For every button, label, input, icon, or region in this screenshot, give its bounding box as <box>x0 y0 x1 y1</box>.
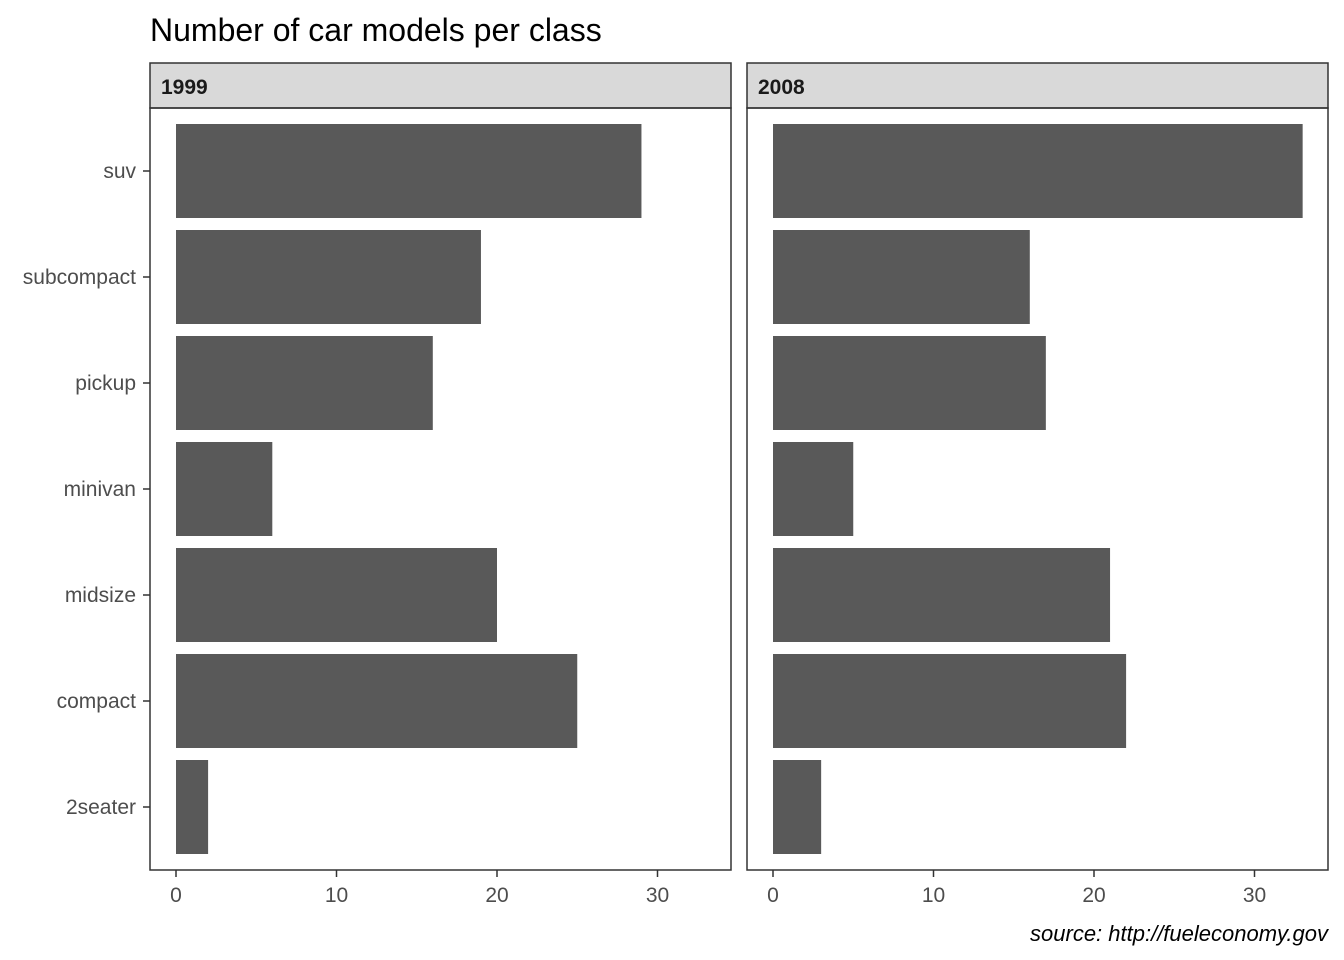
chart-caption: source: http://fueleconomy.gov <box>1030 921 1330 946</box>
facet-strip-label: 1999 <box>161 76 208 99</box>
y-tick-label-pickup: pickup <box>75 372 136 395</box>
y-axis: 2seater compact midsize minivan pickup subcom… <box>23 160 150 819</box>
y-tick-label-minivan: minivan <box>64 478 136 501</box>
bar-2008-suv <box>773 124 1303 218</box>
bar-2008-minivan <box>773 442 854 536</box>
bar-2008-pickup <box>773 336 1046 430</box>
x-tick-label: 30 <box>646 884 669 907</box>
x-tick-label: 30 <box>1243 884 1266 907</box>
bar-2008-compact <box>773 654 1127 748</box>
facet-panel-2008: 2008 0 10 20 30 <box>746 62 1329 907</box>
bar-2008-2seater <box>773 760 822 854</box>
facet-panels: 1999 0 10 20 30 2008 0 10 20 30 <box>149 62 1329 907</box>
bar-1999-2seater <box>176 760 209 854</box>
bar-2008-subcompact <box>773 230 1030 324</box>
y-tick-label-compact: compact <box>57 690 137 713</box>
bar-1999-midsize <box>176 548 497 642</box>
facet-strip-label: 2008 <box>758 76 805 99</box>
x-tick-label: 10 <box>922 884 945 907</box>
x-tick-label: 0 <box>170 884 182 907</box>
facet-strip <box>746 62 1329 109</box>
y-tick-label-suv: suv <box>103 160 136 183</box>
x-tick-label: 10 <box>325 884 348 907</box>
bar-1999-compact <box>176 654 578 748</box>
x-tick-label: 20 <box>1082 884 1105 907</box>
y-tick-label-subcompact: subcompact <box>23 266 136 289</box>
bar-1999-pickup <box>176 336 433 430</box>
bar-1999-suv <box>176 124 642 218</box>
y-tick-label-midsize: midsize <box>65 584 136 607</box>
bar-1999-minivan <box>176 442 273 536</box>
panel-border <box>746 107 1329 871</box>
facet-strip <box>149 62 732 109</box>
y-tick-label-2seater: 2seater <box>66 796 136 819</box>
bar-1999-subcompact <box>176 230 481 324</box>
x-tick-label: 20 <box>485 884 508 907</box>
x-tick-label: 0 <box>767 884 779 907</box>
facet-panel-1999: 1999 0 10 20 30 <box>149 62 732 907</box>
chart-title: Number of car models per class <box>150 12 602 48</box>
bar-2008-midsize <box>773 548 1111 642</box>
